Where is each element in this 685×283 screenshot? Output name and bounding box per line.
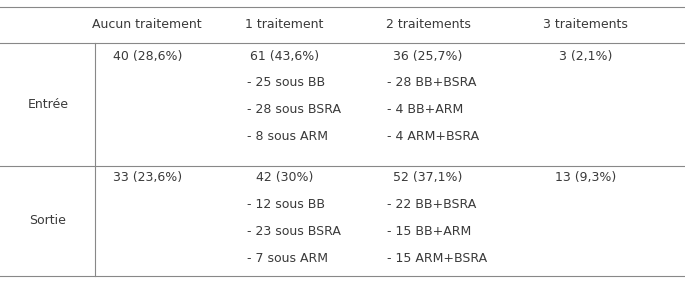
Text: - 25 sous BB: - 25 sous BB [247, 76, 325, 89]
Text: 1 traitement: 1 traitement [245, 18, 323, 31]
Text: - 15 ARM+BSRA: - 15 ARM+BSRA [387, 252, 487, 265]
Text: 52 (37,1%): 52 (37,1%) [393, 171, 463, 184]
Text: - 22 BB+BSRA: - 22 BB+BSRA [387, 198, 476, 211]
Text: 36 (25,7%): 36 (25,7%) [393, 50, 463, 63]
Text: - 28 BB+BSRA: - 28 BB+BSRA [387, 76, 476, 89]
Text: Sortie: Sortie [29, 214, 66, 227]
Text: 3 (2,1%): 3 (2,1%) [559, 50, 612, 63]
Text: - 4 BB+ARM: - 4 BB+ARM [387, 103, 463, 116]
Text: 3 traitements: 3 traitements [543, 18, 628, 31]
Text: 2 traitements: 2 traitements [386, 18, 471, 31]
Text: - 7 sous ARM: - 7 sous ARM [247, 252, 327, 265]
Text: 33 (23,6%): 33 (23,6%) [113, 171, 182, 184]
Text: - 28 sous BSRA: - 28 sous BSRA [247, 103, 340, 116]
Text: 42 (30%): 42 (30%) [256, 171, 313, 184]
Text: - 8 sous ARM: - 8 sous ARM [247, 130, 327, 143]
Text: - 12 sous BB: - 12 sous BB [247, 198, 325, 211]
Text: Aucun traitement: Aucun traitement [92, 18, 202, 31]
Text: 61 (43,6%): 61 (43,6%) [250, 50, 319, 63]
Text: - 23 sous BSRA: - 23 sous BSRA [247, 225, 340, 238]
Text: - 4 ARM+BSRA: - 4 ARM+BSRA [387, 130, 479, 143]
Text: 40 (28,6%): 40 (28,6%) [112, 50, 182, 63]
Text: 13 (9,3%): 13 (9,3%) [555, 171, 616, 184]
Text: - 15 BB+ARM: - 15 BB+ARM [387, 225, 471, 238]
Text: Entrée: Entrée [27, 98, 68, 111]
